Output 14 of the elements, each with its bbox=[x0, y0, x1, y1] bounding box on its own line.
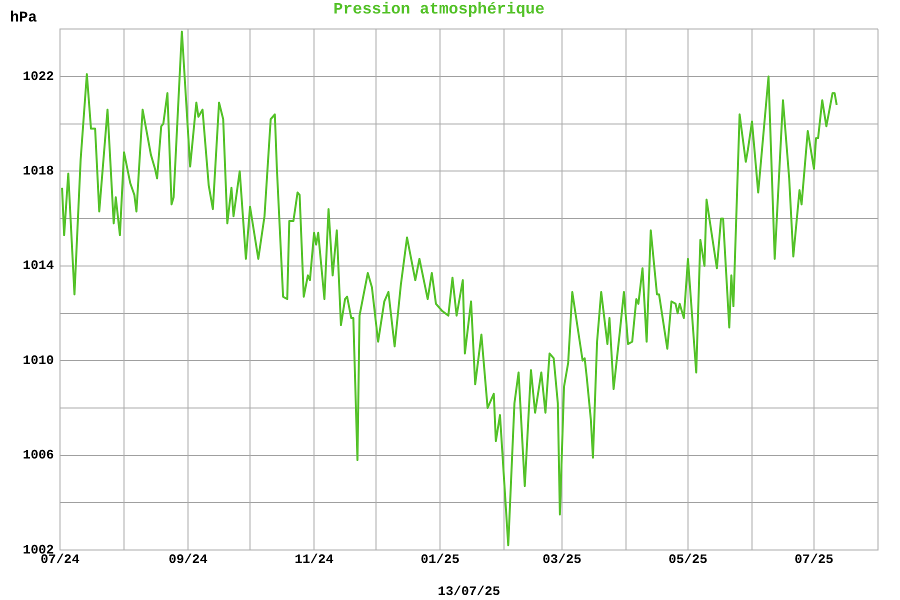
text: 13/07/25 bbox=[438, 584, 500, 599]
x-tick-label: 07/25 bbox=[794, 552, 834, 568]
x-tick-label: 05/25 bbox=[668, 552, 708, 568]
y-tick-label: 1010 bbox=[22, 352, 54, 368]
x-tick-label: 09/24 bbox=[168, 552, 208, 568]
y-tick-label: 1022 bbox=[22, 68, 54, 84]
y-tick-label: 1006 bbox=[22, 448, 54, 463]
y-axis-title: hPa bbox=[10, 9, 38, 26]
x-tick-label: 11/24 bbox=[294, 552, 334, 568]
x-tick-label: 01/25 bbox=[420, 552, 460, 568]
y-tick-label: 1018 bbox=[22, 164, 54, 179]
chart-title: Pression atmosphérique bbox=[333, 0, 545, 19]
y-tick-label: 1014 bbox=[22, 258, 54, 274]
x-tick-label: 03/25 bbox=[542, 552, 582, 568]
